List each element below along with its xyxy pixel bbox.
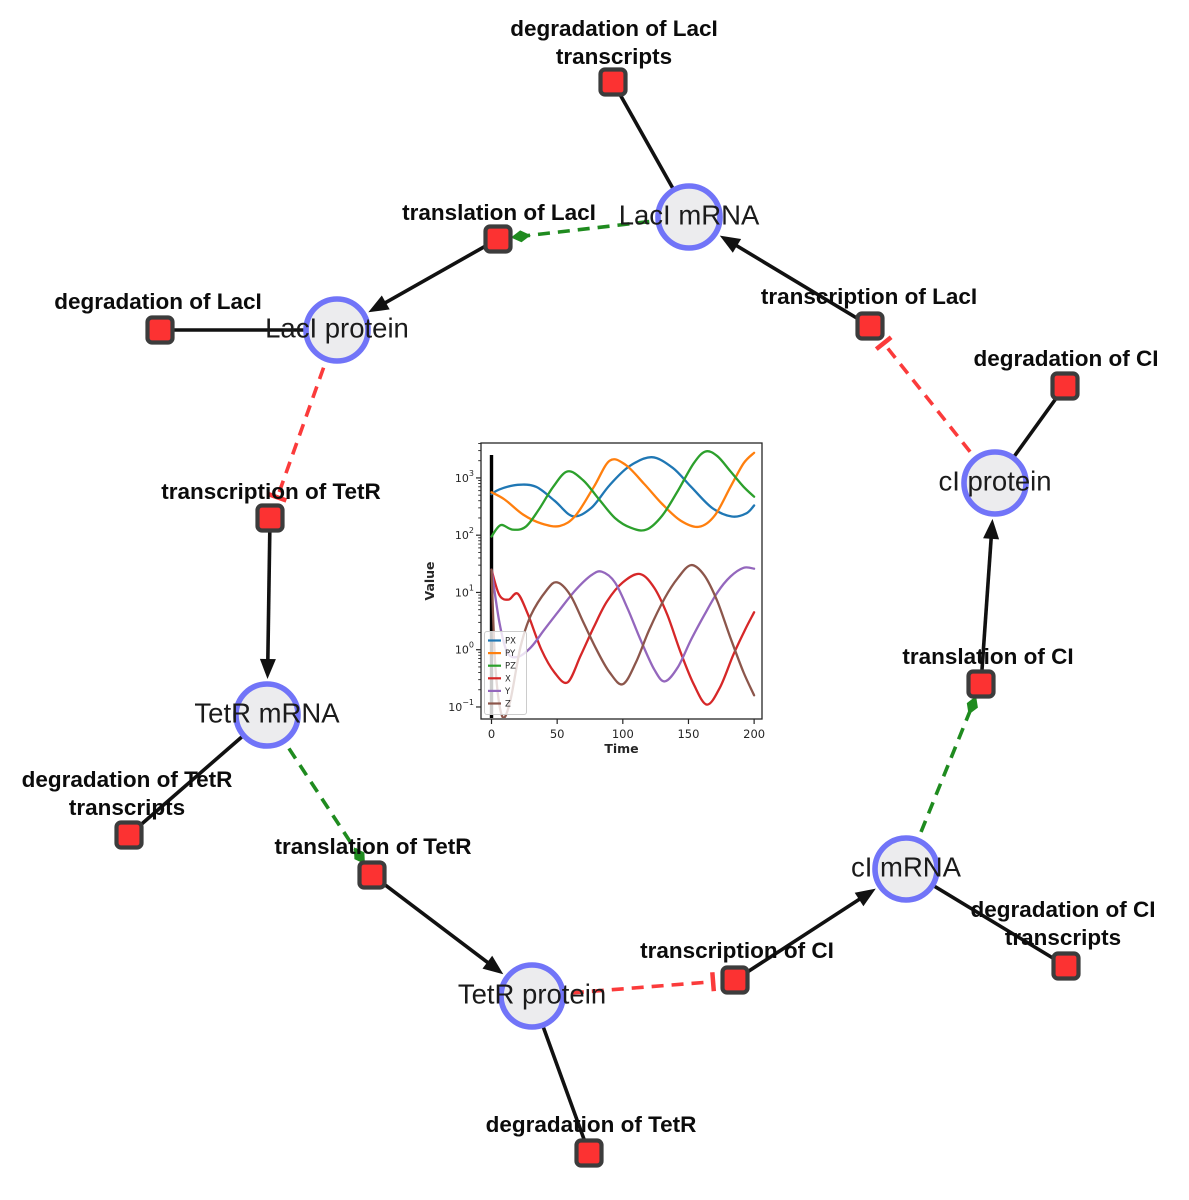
species-label-TetR_mRNA: TetR mRNA xyxy=(194,697,340,728)
inhibition-tbar xyxy=(267,491,288,503)
x-tick-label: 100 xyxy=(612,727,634,741)
reaction-label-deg_LacI: degradation of LacI xyxy=(54,289,262,314)
reaction-node-translation_TetR xyxy=(357,860,387,890)
inset-timecourse-chart: 0 50 100 150 200 10−1 100 101 102 103 Time Value PX P… xyxy=(422,442,765,756)
x-tick-label: 200 xyxy=(743,727,765,741)
y-tick-label: 10−1 xyxy=(448,698,474,714)
reaction-label-transcription_TetR: transcription of TetR xyxy=(161,479,381,504)
reaction-label-deg_CI: degradation of CI xyxy=(974,346,1159,371)
labels-layer: degradation of LacI transcripts translatio… xyxy=(22,16,1159,1137)
reaction-node-transcription_CI xyxy=(720,965,750,995)
inhibition-tbar xyxy=(874,335,893,351)
y-tick-label: 101 xyxy=(455,583,474,599)
y-tick-label: 102 xyxy=(455,526,474,542)
arrowhead-triangle xyxy=(854,888,876,907)
edge-production-transcription_CI-cI_mRNA xyxy=(734,893,867,982)
reaction-label-transcription_CI: transcription of CI xyxy=(640,938,834,963)
x-axis-label: Time xyxy=(604,741,638,756)
reaction-label-deg_CI_tx: transcripts xyxy=(1005,925,1121,950)
arrowhead-diamond xyxy=(353,847,365,865)
arrowhead-diamond xyxy=(510,230,531,243)
arrowhead-triangle xyxy=(259,658,276,679)
species-node-LacI_protein xyxy=(303,296,371,364)
reaction-node-translation_LacI xyxy=(483,224,513,254)
species-node-TetR_protein xyxy=(498,962,566,1030)
edge-production-translation_TetR-TetR_protein xyxy=(370,873,495,969)
arrowhead-triangle xyxy=(482,955,504,975)
species-node-LacI_mRNA xyxy=(655,183,723,251)
legend-label-Y: Y xyxy=(504,687,511,697)
reaction-node-deg_CI_tx xyxy=(1051,951,1081,981)
reaction-node-transcription_LacI xyxy=(855,311,885,341)
reaction-label-deg_TetR: degradation of TetR xyxy=(486,1112,697,1137)
x-tick-label: 50 xyxy=(550,727,565,741)
reaction-label-translation_TetR: translation of TetR xyxy=(274,834,471,859)
y-axis-label: Value xyxy=(422,561,437,600)
edge-production-translation_CI-cI_protein xyxy=(979,530,994,685)
chart-series-PZ xyxy=(490,450,756,538)
chart-spines xyxy=(480,442,763,720)
legend-label-X: X xyxy=(505,674,511,684)
species-node-cI_mRNA xyxy=(872,835,940,903)
reaction-label-deg_TetR_tx: degradation of TetR xyxy=(22,767,233,792)
arrowhead-triangle xyxy=(983,518,1000,540)
legend-label-PY: PY xyxy=(505,649,516,659)
reaction-node-deg_TetR_tx xyxy=(114,820,144,850)
reaction-label-deg_CI_tx: degradation of CI xyxy=(971,897,1156,922)
x-tick-label: 150 xyxy=(677,727,699,741)
species-node-cI_protein xyxy=(961,449,1029,517)
arrowhead-diamond xyxy=(966,696,978,715)
reaction-label-translation_LacI: translation of LacI xyxy=(402,200,596,225)
edge-production-transcription_LacI-LacI_mRNA xyxy=(729,240,871,328)
species-label-LacI_protein: LacI protein xyxy=(265,312,409,343)
species-label-cI_mRNA: cI mRNA xyxy=(851,851,962,882)
reaction-label-translation_CI: translation of CI xyxy=(902,644,1073,669)
reaction-label-deg_LacI_tx: degradation of LacI xyxy=(510,16,718,41)
species-label-cI_protein: cI protein xyxy=(938,465,1051,496)
reaction-node-translation_CI xyxy=(966,669,996,699)
legend-label-Z: Z xyxy=(505,700,511,710)
reaction-node-deg_TetR xyxy=(574,1138,604,1168)
species-label-TetR_protein: TetR protein xyxy=(458,978,606,1009)
reaction-node-deg_LacI_tx xyxy=(598,67,628,97)
x-tick-label: 0 xyxy=(488,727,495,741)
reaction-node-transcription_TetR xyxy=(255,503,285,533)
y-tick-label: 100 xyxy=(455,641,474,657)
species-label-LacI_mRNA: LacI mRNA xyxy=(619,199,760,230)
nodes-layer xyxy=(114,67,1081,1168)
chart-series-PY xyxy=(490,451,756,529)
chart-background xyxy=(481,443,762,719)
reaction-node-deg_LacI xyxy=(145,315,175,345)
reaction-label-deg_LacI_tx: transcripts xyxy=(556,44,672,69)
y-tick-label: 103 xyxy=(455,469,474,485)
arrowhead-triangle xyxy=(368,295,390,313)
chart-series-layer xyxy=(490,450,756,718)
edge-production-translation_LacI-LacI_protein xyxy=(377,237,499,308)
reaction-node-deg_CI xyxy=(1050,371,1080,401)
reaction-label-transcription_LacI: transcription of LacI xyxy=(761,284,977,309)
chart-series-X xyxy=(490,568,756,706)
edge-production-transcription_TetR-TetR_mRNA xyxy=(265,517,272,668)
legend-label-PX: PX xyxy=(505,637,516,647)
reaction-label-deg_TetR_tx: transcripts xyxy=(69,795,185,820)
inhibition-tbar xyxy=(710,972,717,992)
legend-label-PZ: PZ xyxy=(505,662,516,672)
species-node-TetR_mRNA xyxy=(233,681,301,749)
arrowhead-triangle xyxy=(719,235,742,253)
chart-series-PX xyxy=(490,456,756,518)
